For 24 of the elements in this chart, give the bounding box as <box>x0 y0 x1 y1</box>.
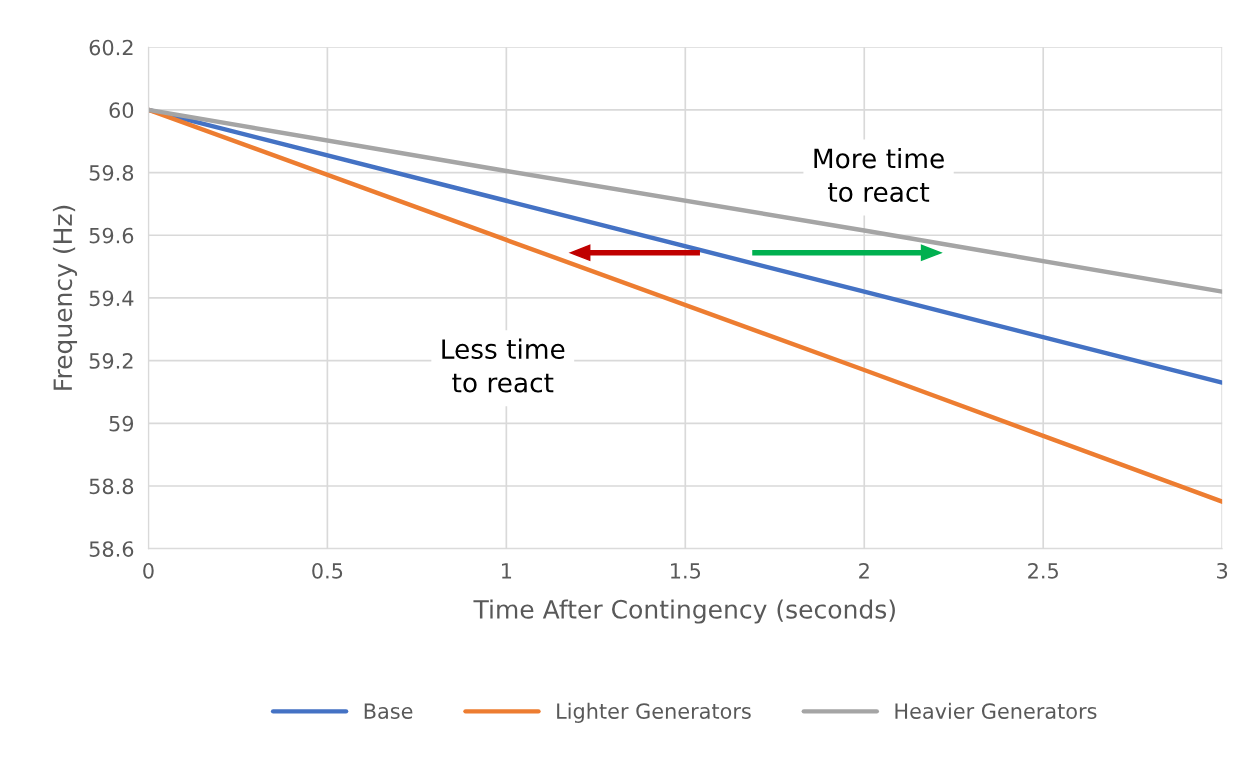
annotation: Less time to react <box>442 338 565 393</box>
x-tick-label: 1.5 <box>671 563 701 579</box>
x-tick-label: 2 <box>859 562 869 579</box>
y-axis-title: Frequency (Hz) <box>52 205 78 390</box>
legend-label: Heavier Generators <box>895 702 1097 719</box>
legend-label: Lighter Generators <box>557 702 751 723</box>
x-tick-label: 0.5 <box>312 562 343 579</box>
y-tick-label: 60 <box>109 102 134 119</box>
y-tick-label: 59.4 <box>89 290 134 307</box>
y-tick-label: 59.6 <box>89 227 134 244</box>
x-axis-title: Time After Contingency (seconds) <box>473 599 895 624</box>
x-tick-label: 3 <box>1217 562 1228 579</box>
x-tick-label: 0 <box>143 562 154 579</box>
y-tick-label: 59 <box>109 415 134 432</box>
y-tick-label: 59.8 <box>89 165 134 181</box>
x-tick-label: 1 <box>502 563 512 579</box>
x-tick-label: 2.5 <box>1028 562 1058 579</box>
y-tick-label: 60.2 <box>89 39 133 56</box>
y-tick-label: 59.2 <box>89 353 133 369</box>
line-series <box>148 107 1223 294</box>
annotation: More time to react <box>814 148 944 203</box>
legend-label: Base <box>364 703 413 719</box>
y-tick-label: 58.6 <box>89 541 134 557</box>
y-tick-label: 58.8 <box>89 478 134 495</box>
